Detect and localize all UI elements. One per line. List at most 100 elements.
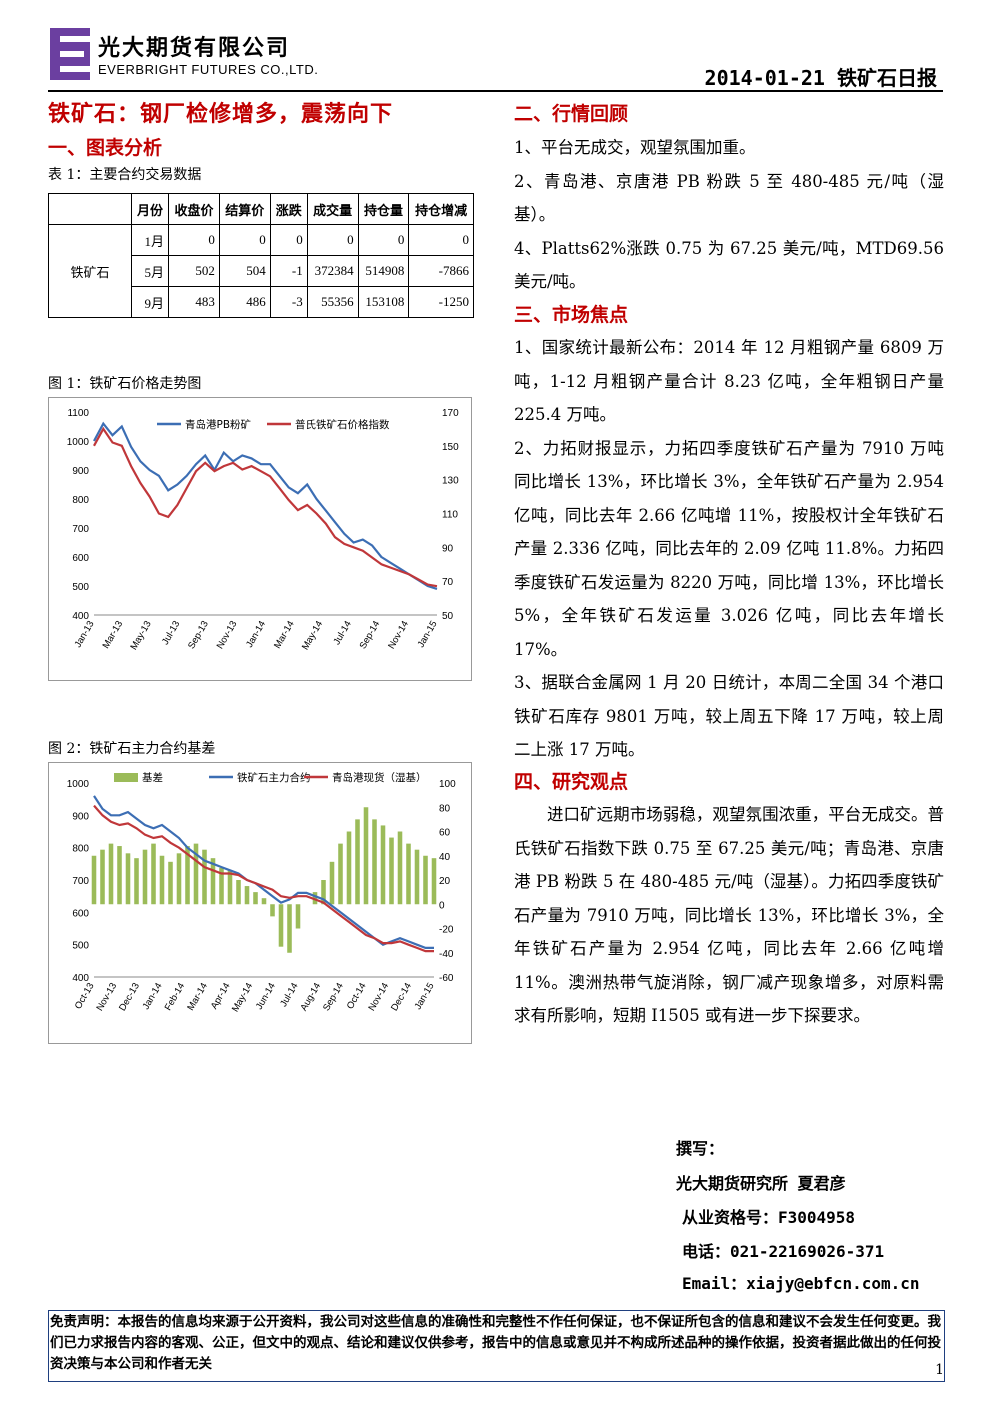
table-cell: 514908	[357, 255, 410, 287]
author-label: 撰写：	[676, 1139, 725, 1158]
y-left-tick-label: 1000	[67, 437, 90, 448]
focus-block: 1、国家统计最新公布：2014 年 12 月粗钢产量 6809 万吨，1-12 …	[514, 331, 944, 767]
x-tick-label: Sep-14	[321, 981, 346, 1013]
basis-bar	[363, 807, 369, 905]
page-number: 1	[935, 1362, 944, 1378]
header-divider	[48, 90, 943, 92]
section-market-review: 二、行情回顾	[514, 103, 629, 125]
author-phone: 电话：021-22169026-371	[682, 1242, 885, 1261]
basis-bar	[355, 819, 360, 905]
basis-bar	[261, 898, 267, 905]
table-cell: -1250	[408, 286, 474, 318]
basis-bar	[389, 837, 394, 905]
x-tick-label: Mar-13	[101, 619, 126, 651]
y-right-tick-label: 80	[439, 803, 451, 814]
table-cell: 0	[269, 224, 308, 256]
y-left-tick-label: 900	[72, 466, 89, 477]
basis-bar	[210, 858, 216, 905]
basis-bar	[295, 904, 301, 929]
y-right-tick-label: 150	[442, 442, 459, 453]
table-header: 收盘价	[168, 193, 220, 225]
table-cell: 0	[168, 224, 220, 256]
basis-bar	[91, 855, 97, 905]
basis-bar	[372, 819, 377, 905]
y-left-tick-label: 400	[72, 973, 89, 984]
y-left-tick-label: 700	[72, 876, 89, 887]
basis-bar	[193, 843, 199, 905]
basis-bar	[431, 858, 437, 905]
y-left-tick-label: 1000	[67, 779, 90, 790]
x-tick-label: Aug-14	[298, 981, 323, 1013]
basis-bar	[219, 867, 224, 905]
x-tick-label: Sep-13	[186, 619, 211, 651]
table-cell: -7866	[408, 255, 474, 287]
x-tick-label: Jul-14	[331, 619, 353, 647]
y-left-tick-label: 900	[72, 811, 89, 822]
basis-bar	[134, 858, 139, 905]
view-paragraph: 进口矿远期市场弱稳，观望氛围浓重，平台无成交。普氏铁矿石指数下跌 0.75 至 …	[514, 805, 944, 1025]
y-left-tick-label: 600	[72, 553, 89, 564]
legend-label: 青岛港现货（湿基）	[332, 771, 427, 784]
y-right-tick-label: 90	[442, 543, 454, 554]
series-line	[93, 426, 438, 588]
basis-bar	[346, 831, 352, 905]
basis-bar	[423, 855, 428, 905]
section-chart-analysis: 一、图表分析	[48, 137, 163, 159]
table-cell: 5月	[130, 255, 170, 287]
review-item: 1、平台无成交，观望氛围加重。	[514, 138, 756, 157]
x-tick-label: May-13	[128, 619, 153, 652]
review-item: 4、Platts62%涨跌 0.75 为 67.25 美元/吨，MTD69.56…	[514, 238, 944, 292]
basis-bar	[168, 861, 173, 905]
x-tick-label: Jul-13	[160, 619, 182, 647]
basis-bar	[414, 849, 420, 905]
table-cell: 0	[408, 224, 474, 256]
y-left-tick-label: 700	[72, 524, 89, 535]
section-research-view: 四、研究观点	[514, 771, 629, 793]
y-left-tick-label: 800	[72, 844, 89, 855]
basis-bar	[380, 825, 386, 905]
x-tick-label: Jan-15	[416, 619, 440, 650]
basis-bar	[125, 853, 131, 905]
y-right-tick-label: 20	[439, 876, 451, 887]
x-tick-label: May-14	[230, 981, 255, 1014]
x-tick-label: Mar-14	[272, 619, 297, 651]
y-right-tick-label: 0	[439, 900, 445, 911]
table-row: 5月 502 504 -1 372384 514908 -7866	[49, 255, 474, 287]
table-header: 持仓增减	[408, 193, 474, 225]
y-right-tick-label: 70	[442, 577, 454, 588]
y-right-tick-label: 110	[442, 510, 458, 521]
basis-bar	[338, 843, 343, 905]
legend-label: 铁矿石主力合约	[237, 771, 311, 784]
y-right-tick-label: 170	[442, 408, 459, 419]
x-tick-label: Jun-14	[254, 981, 278, 1012]
basis-bar	[253, 892, 258, 905]
price-trend-chart: 1100 1000 900 800 700 600 500 400 170 150 130 110 90…	[67, 408, 459, 652]
basis-bar	[108, 843, 114, 905]
series-line	[93, 804, 434, 953]
table-cell: -3	[269, 286, 308, 318]
series-line	[93, 421, 438, 590]
table-cell: 0	[218, 224, 271, 256]
author-cert: 从业资格号：F3004958	[682, 1208, 856, 1227]
x-tick-label: Nov-13	[94, 981, 119, 1013]
figure2-caption: 图 2：铁矿石主力合约基差	[48, 741, 216, 757]
x-tick-label: Feb-14	[163, 981, 188, 1013]
table-cell: 483	[168, 286, 220, 318]
table-caption: 表 1：主要合约交易数据	[48, 167, 202, 183]
basis-bar	[185, 846, 190, 905]
basis-bar	[100, 849, 105, 905]
legend-label: 普氏铁矿石价格指数	[295, 418, 390, 431]
x-tick-label: Jul-14	[278, 981, 300, 1009]
table-cell: 504	[218, 255, 271, 287]
table-cell: 1月	[130, 224, 170, 256]
table-header: 结算价	[218, 193, 271, 225]
focus-item: 3、据联合金属网 1 月 20 日统计，本周二全国 34 个港口铁矿石库存 98…	[514, 673, 944, 759]
x-tick-label: Sep-14	[358, 619, 383, 651]
y-right-tick-label: 40	[439, 852, 451, 863]
section-market-focus: 三、市场焦点	[514, 304, 629, 326]
table-cell: 372384	[306, 255, 359, 287]
table-header-row: 月份 收盘价 结算价 涨跌 成交量 持仓量 持仓增减	[48, 193, 474, 225]
contract-table: 月份 收盘价 结算价 涨跌 成交量 持仓量 持仓增减 铁矿石 1月 0 0 0 …	[48, 193, 474, 318]
basis-bar	[397, 831, 403, 905]
x-tick-label: Apr-14	[209, 981, 233, 1011]
